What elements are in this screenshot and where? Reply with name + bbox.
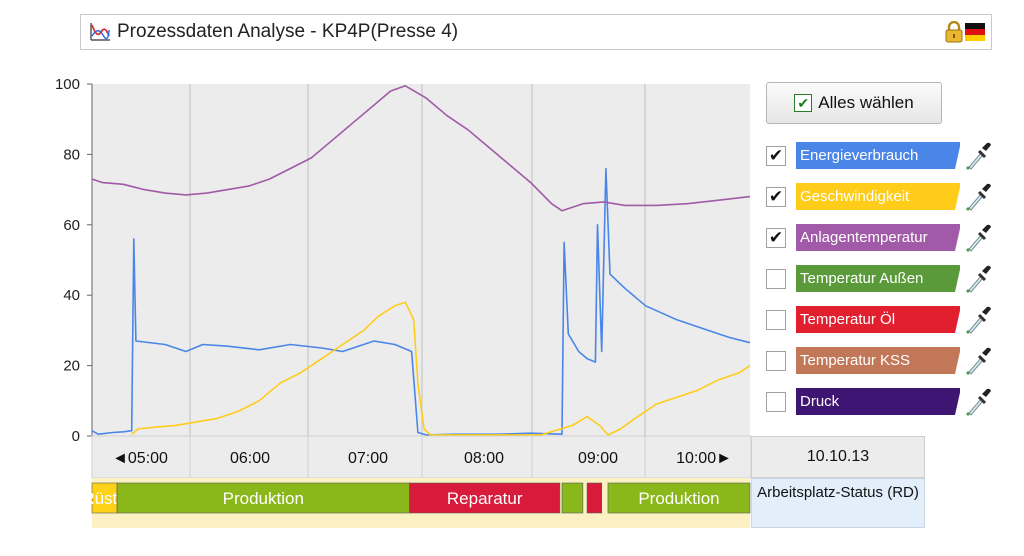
legend-checkbox[interactable]: ✔ <box>766 146 786 166</box>
status-segment[interactable] <box>409 482 561 514</box>
legend-item[interactable]: Druck <box>762 388 1002 420</box>
time-tick-label[interactable]: 10:00► <box>676 450 732 467</box>
german-flag-icon[interactable] <box>965 21 985 43</box>
legend-label: Temperatur Öl <box>796 306 960 333</box>
legend-label: Temperatur Außen <box>796 265 960 292</box>
status-segment-label: Produktion <box>638 489 719 508</box>
lock-icon[interactable] <box>945 21 963 43</box>
select-all-checkbox[interactable]: ✔ <box>794 94 813 112</box>
plot-area <box>92 84 750 436</box>
status-segment[interactable] <box>116 482 410 514</box>
legend-label: Anlagentemperatur <box>796 224 960 251</box>
series-line-anlagentemperatur <box>91 85 751 212</box>
status-segment[interactable] <box>561 482 584 514</box>
y-tick-label: 20 <box>63 358 80 375</box>
y-tick-label: 40 <box>63 287 80 304</box>
select-all-label: Alles wählen <box>818 93 914 112</box>
y-tick-label: 100 <box>55 76 80 93</box>
color-picker-icon[interactable] <box>964 304 992 336</box>
chart-app-icon <box>90 23 110 41</box>
y-tick-label: 0 <box>72 428 80 445</box>
legend-item[interactable]: ✔ Anlagentemperatur <box>762 224 1002 256</box>
legend-checkbox[interactable]: ✔ <box>766 228 786 248</box>
time-tick-label: 09:00 <box>578 450 618 467</box>
status-segment[interactable] <box>586 482 602 514</box>
status-segment-label: Rüste <box>82 489 126 508</box>
color-picker-icon[interactable] <box>964 181 992 213</box>
legend-label: Energieverbrauch <box>796 142 960 169</box>
series-line-geschwindigkeit <box>131 301 751 436</box>
y-tick-label: 80 <box>63 146 80 163</box>
legend-checkbox[interactable] <box>766 351 786 371</box>
status-row-label: Arbeitsplatz-Status (RD) <box>751 478 925 528</box>
status-segment[interactable] <box>91 482 118 514</box>
color-picker-icon[interactable] <box>964 345 992 377</box>
legend-item[interactable]: ✔ Energieverbrauch <box>762 142 1002 174</box>
color-picker-icon[interactable] <box>964 222 992 254</box>
color-picker-icon[interactable] <box>964 386 992 418</box>
legend-checkbox[interactable] <box>766 269 786 289</box>
title-bar: Prozessdaten Analyse - KP4P(Presse 4) <box>80 14 992 50</box>
select-all-button[interactable]: ✔ Alles wählen <box>766 82 942 124</box>
time-tick-label: 06:00 <box>230 450 270 467</box>
legend-item[interactable]: Temperatur Außen <box>762 265 1002 297</box>
color-picker-icon[interactable] <box>964 140 992 172</box>
window-title: Prozessdaten Analyse - KP4P(Presse 4) <box>117 21 459 42</box>
legend-item[interactable]: ✔ Geschwindigkeit <box>762 183 1002 215</box>
time-tick-label: 08:00 <box>464 450 504 467</box>
legend-item[interactable]: Temperatur Öl <box>762 306 1002 338</box>
date-display: 10.10.13 <box>751 436 925 478</box>
legend-checkbox[interactable] <box>766 392 786 412</box>
time-tick-label: 07:00 <box>348 450 388 467</box>
legend-label: Geschwindigkeit <box>796 183 960 210</box>
y-tick-label: 60 <box>63 217 80 234</box>
legend-checkbox[interactable]: ✔ <box>766 187 786 207</box>
legend-item[interactable]: Temperatur KSS <box>762 347 1002 379</box>
status-segment-label: Reparatur <box>447 489 523 508</box>
legend-checkbox[interactable] <box>766 310 786 330</box>
color-picker-icon[interactable] <box>964 263 992 295</box>
series-line-energieverbrauch <box>91 167 751 436</box>
status-segment[interactable] <box>607 482 751 514</box>
legend-label: Temperatur KSS <box>796 347 960 374</box>
time-tick-label[interactable]: ◄05:00 <box>112 450 168 467</box>
legend-label: Druck <box>796 388 960 415</box>
status-segment-label: Produktion <box>223 489 304 508</box>
